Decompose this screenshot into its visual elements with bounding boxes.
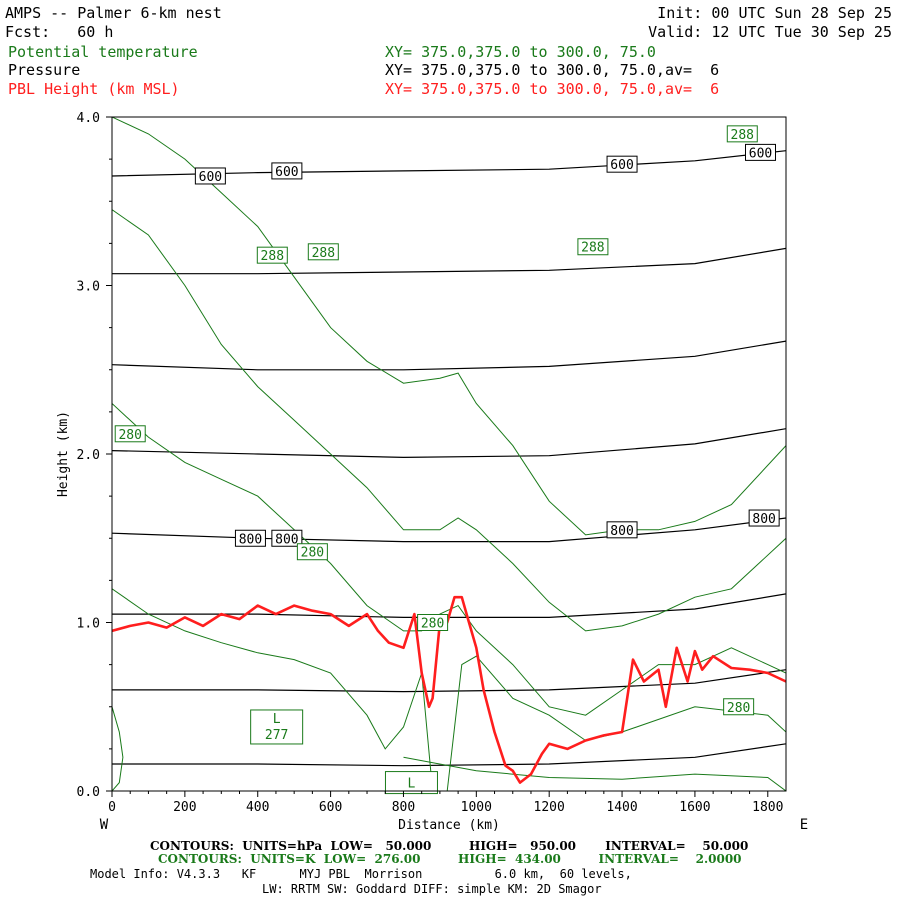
y-tick-label-3: 3.0 — [77, 280, 100, 295]
x-tick-label-2: 400 — [246, 800, 269, 815]
chart-title: AMPS -- Palmer 6-km nest — [5, 4, 222, 22]
theta-contour-0 — [112, 117, 786, 536]
pressure-contour-1 — [112, 247, 786, 275]
field-pbl-height: PBL Height (km MSL) — [8, 80, 180, 98]
pressure-label-4: 800 — [239, 532, 262, 547]
x-tick-label-9: 1800 — [752, 800, 783, 815]
pressure-contour-6 — [112, 669, 786, 693]
east-label: E — [800, 817, 808, 833]
pressure-label-3: 600 — [749, 146, 772, 161]
theta-contour-5 — [112, 706, 124, 791]
x-tick-label-4: 800 — [392, 800, 415, 815]
forecast-hours: Fcst: 60 h — [5, 23, 114, 41]
x-tick-label-7: 1400 — [606, 800, 637, 815]
pressure-label-3-box — [744, 143, 776, 161]
low-symbol-0: L — [273, 712, 281, 727]
theta-label-7-box — [723, 698, 755, 716]
pressure-contours — [112, 150, 786, 767]
pressure-contour-7 — [112, 743, 786, 767]
theta-label-6-box — [417, 614, 449, 631]
pressure-label-5: 800 — [275, 532, 298, 547]
field-potential-temperature-xy: XY= 375.0,375.0 to 300.0, 75.0 — [385, 43, 656, 61]
contours-theta-info: CONTOURS: UNITS=K LOW= 276.00 HIGH= 434.… — [158, 852, 742, 866]
theta-label-0: 288 — [731, 128, 754, 143]
y-tick-label-4: 4.0 — [77, 111, 100, 126]
field-potential-temperature: Potential temperature — [8, 43, 198, 61]
pressure-contour-5 — [112, 593, 786, 619]
theta-label-0-box — [726, 125, 758, 143]
low-symbol-1: L — [408, 777, 416, 792]
pressure-label-6: 800 — [610, 524, 633, 539]
x-tick-label-1: 200 — [173, 800, 196, 815]
x-tick-label-6: 1200 — [534, 800, 565, 815]
pressure-contour-0 — [112, 150, 786, 177]
theta-label-1-box — [256, 246, 288, 264]
field-pressure-xy: XY= 375.0,375.0 to 300.0, 75.0,av= 6 — [385, 61, 720, 79]
model-info-line2: LW: RRTM SW: Goddard DIFF: simple KM: 2D… — [262, 882, 602, 896]
contours-pressure-info: CONTOURS: UNITS=hPa LOW= 50.000 HIGH= 95… — [150, 839, 749, 853]
theta-label-3: 288 — [581, 241, 604, 256]
x-tick-label-5: 1000 — [461, 800, 492, 815]
pressure-label-1: 600 — [275, 165, 298, 180]
pressure-label-5-box — [271, 529, 303, 547]
theta-label-7: 280 — [727, 701, 750, 716]
y-tick-label-0: 0.0 — [77, 785, 100, 800]
pressure-label-0-box — [194, 167, 226, 185]
init-time: Init: 00 UTC Sun 28 Sep 25 — [657, 4, 892, 22]
pressure-label-7-box — [748, 509, 780, 527]
theta-label-5-box — [296, 543, 328, 561]
x-tick-label-3: 600 — [319, 800, 342, 815]
pbl-height-series — [112, 595, 786, 784]
theta-label-6: 280 — [421, 617, 444, 632]
pressure-label-2: 600 — [610, 158, 633, 173]
field-pressure: Pressure — [8, 61, 81, 79]
pressure-contour-2 — [112, 340, 786, 371]
pressure-contour-4 — [112, 517, 786, 543]
x-tick-label-8: 1600 — [679, 800, 710, 815]
theta-label-3-box — [577, 238, 609, 256]
y-axis-label: Height (km) — [56, 411, 71, 497]
theta-contours — [112, 117, 786, 791]
model-info-line1: Model Info: V4.3.3 KF MYJ PBL Morrison 6… — [90, 867, 632, 881]
theta-label-4-box — [114, 425, 146, 443]
low-box-1 — [384, 771, 438, 795]
pressure-label-4-box — [234, 529, 266, 547]
pressure-label-7: 800 — [752, 512, 775, 527]
x-axis-label: Distance (km) — [398, 818, 500, 833]
theta-label-4: 280 — [118, 428, 141, 443]
y-tick-label-1: 1.0 — [77, 617, 100, 632]
pressure-label-6-box — [606, 521, 638, 539]
contour-labels: 600 600 600 600 800 800 800 800 288 288 288 288 280 2… — [114, 125, 780, 795]
x-tick-label-0: 0 — [108, 800, 116, 815]
theta-contour-1 — [112, 209, 786, 632]
theta-contour-4 — [403, 756, 786, 791]
theta-label-2: 288 — [312, 246, 335, 261]
theta-label-5: 280 — [301, 546, 324, 561]
low-value-0: 277 — [265, 728, 288, 743]
pbl-height-line — [112, 595, 786, 784]
pressure-label-1-box — [271, 162, 303, 180]
west-label: W — [100, 817, 109, 833]
low-box-0 — [250, 709, 304, 745]
field-pbl-height-xy: XY= 375.0,375.0 to 300.0, 75.0,av= 6 — [385, 80, 720, 98]
pressure-contour-3 — [112, 428, 786, 459]
theta-label-2-box — [307, 243, 339, 261]
theta-contour-2 — [112, 403, 786, 716]
valid-time: Valid: 12 UTC Tue 30 Sep 25 — [648, 23, 892, 41]
theta-label-1: 288 — [261, 249, 284, 264]
y-tick-label-2: 2.0 — [77, 448, 100, 463]
axes: 0 200 400 600 800 1000 1200 1400 1600 1800 0.0 1.0 2… — [77, 111, 784, 815]
pressure-label-2-box — [606, 155, 638, 173]
pressure-label-0: 600 — [199, 170, 222, 185]
